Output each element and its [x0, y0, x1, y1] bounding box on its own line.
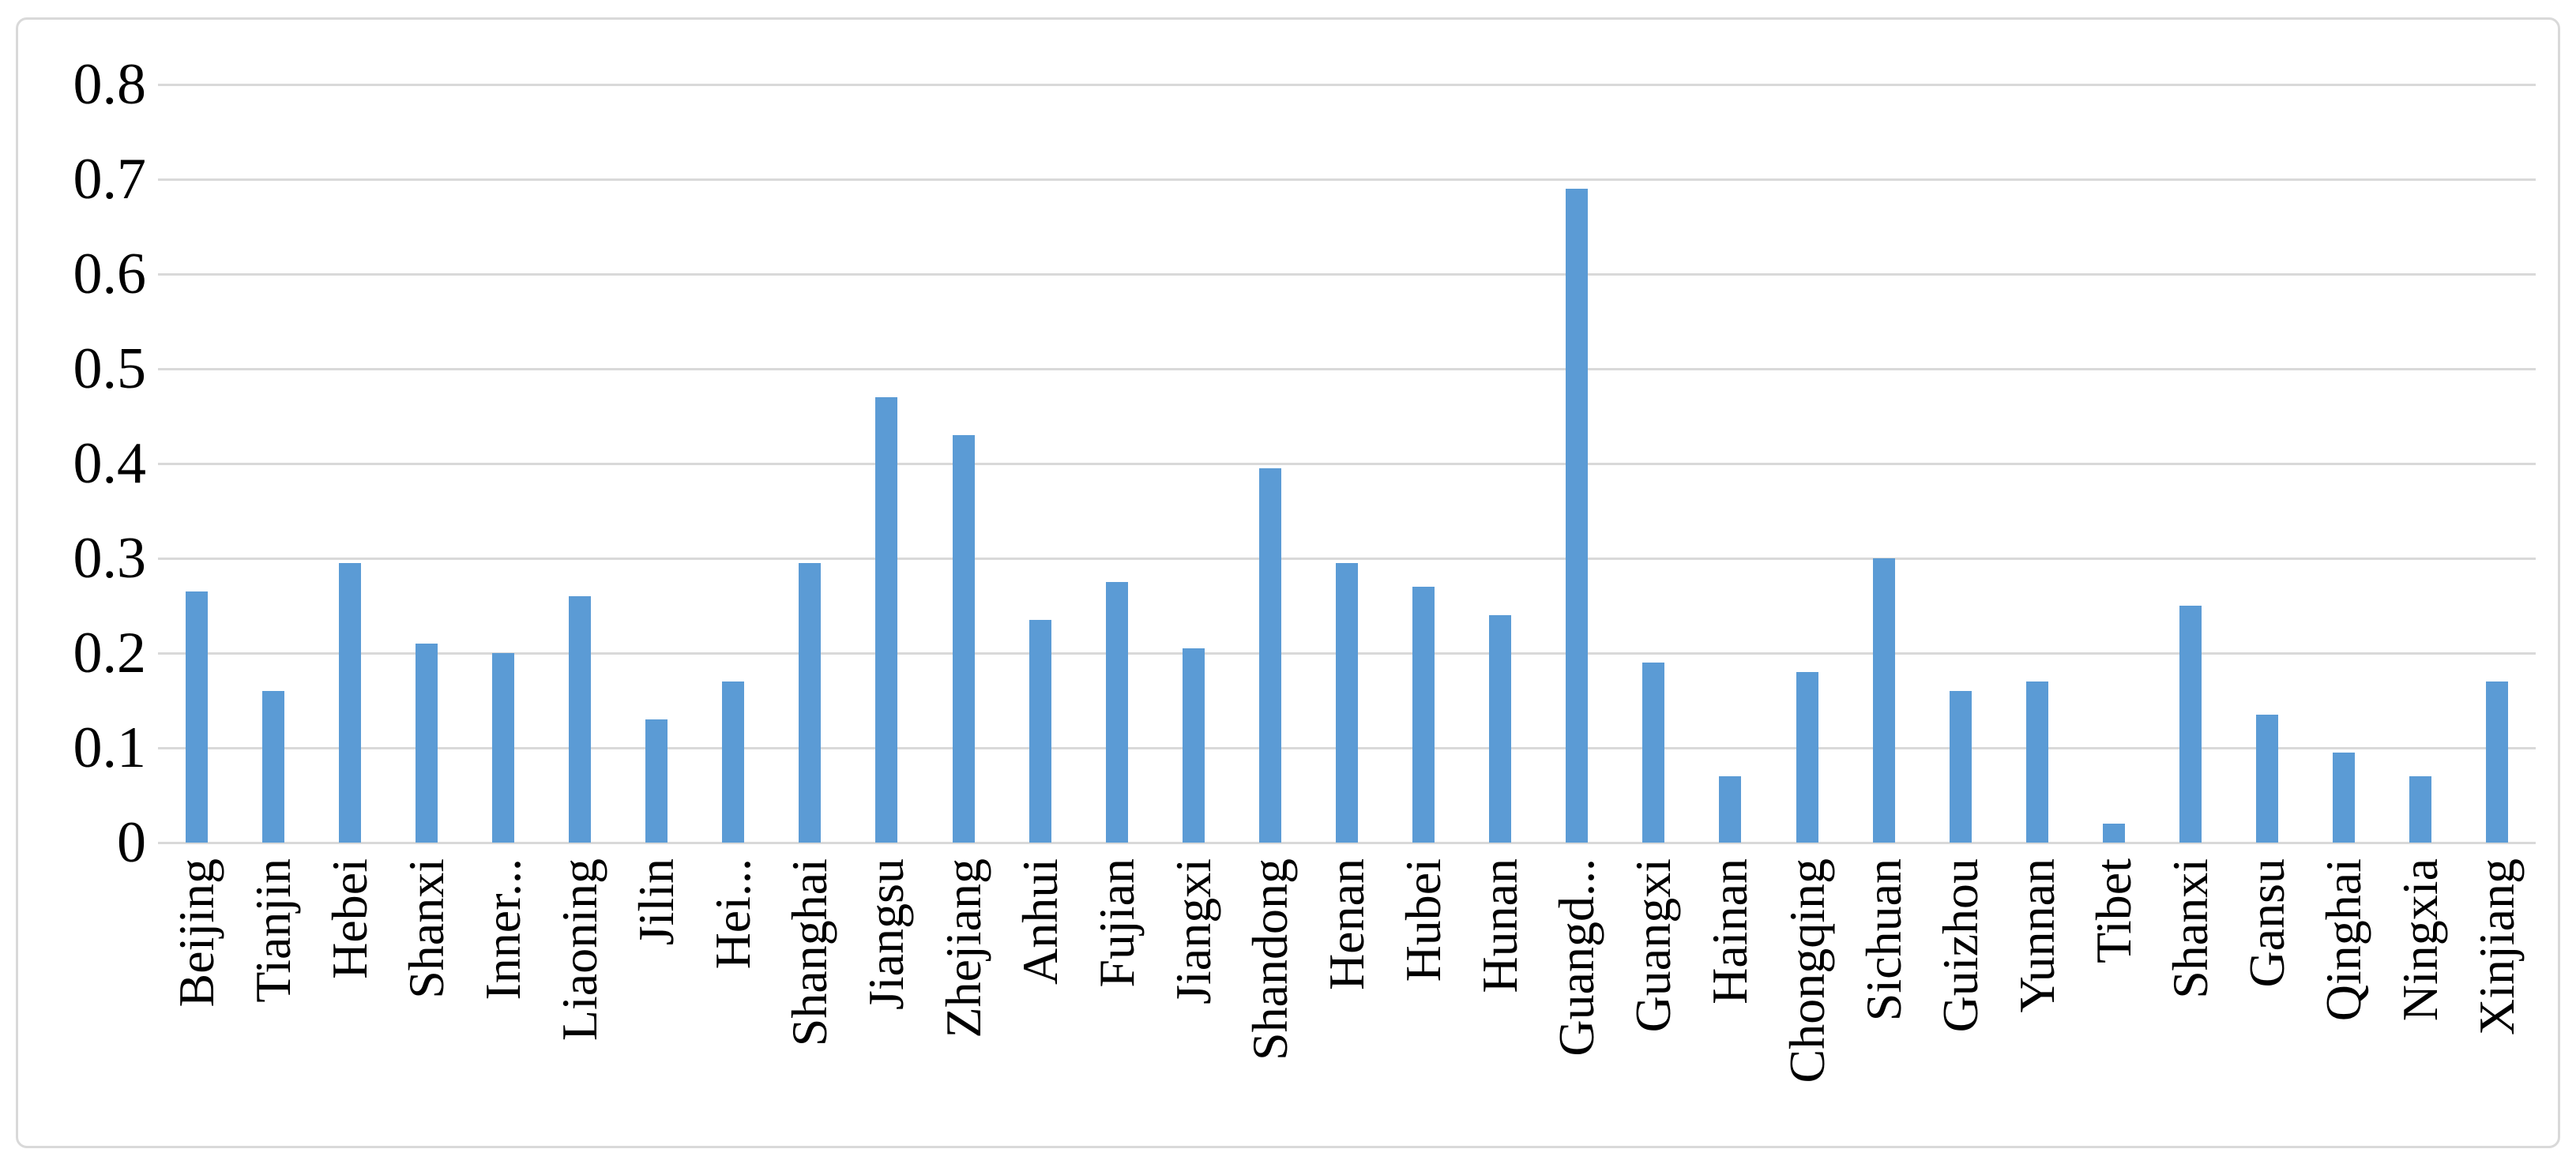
bar-hunan	[1489, 615, 1511, 843]
gridline	[158, 273, 2536, 276]
x-axis-label: Hebei	[322, 858, 378, 979]
y-tick-label: 0.2	[73, 621, 147, 685]
y-tick-label: 0.4	[73, 431, 147, 496]
bar-zhejiang	[953, 435, 975, 843]
gridline	[158, 463, 2536, 465]
bar-hebei	[339, 563, 361, 843]
gridline	[158, 558, 2536, 560]
x-axis-label: Hei...	[705, 858, 761, 970]
gridline	[158, 84, 2536, 86]
bar-shandong	[1259, 468, 1281, 843]
bar-liaoning	[569, 596, 591, 843]
bar-fujian	[1106, 582, 1128, 843]
gridline	[158, 842, 2536, 844]
x-axis-label: Chongqing	[1779, 858, 1835, 1083]
y-tick-label: 0.8	[73, 52, 147, 117]
y-tick-label: 0	[117, 810, 146, 875]
y-tick-label: 0.1	[73, 715, 147, 780]
x-axis-label: Xinjiang	[2469, 858, 2525, 1035]
x-axis-label: Jiangsu	[858, 858, 914, 1010]
y-tick-label: 0.7	[73, 147, 147, 212]
bar-jilin	[645, 719, 668, 843]
bar-ningxia	[2409, 776, 2431, 843]
bar-jiangxi	[1183, 648, 1205, 843]
gridline	[158, 178, 2536, 181]
x-axis-label: Hunan	[1472, 858, 1528, 993]
x-axis-label: Jiangxi	[1165, 858, 1221, 1004]
x-axis-label: Hainan	[1702, 858, 1758, 1004]
x-axis-label: Tibet	[2085, 858, 2142, 963]
bar-inner	[492, 653, 514, 843]
bar-xinjiang	[2486, 682, 2508, 843]
x-axis-label: Shanxi	[398, 858, 454, 999]
x-axis-label: Henan	[1318, 858, 1374, 991]
x-axis-label: Gansu	[2239, 858, 2295, 988]
bar-tibet	[2103, 824, 2125, 843]
bar-gansu	[2256, 715, 2278, 843]
x-axis-label: Liaoning	[551, 858, 607, 1042]
x-axis-label: Shandong	[1242, 858, 1298, 1061]
bar-shanxi	[2179, 606, 2202, 843]
bar-anhui	[1029, 620, 1051, 843]
bar-shanxi	[416, 644, 438, 843]
x-axis-label: Inner...	[475, 858, 531, 1001]
x-axis-label: Guangxi	[1625, 858, 1681, 1033]
x-axis-label: Ningxia	[2392, 858, 2448, 1022]
x-axis-label: Zhejiang	[935, 858, 991, 1038]
bar-hubei	[1412, 587, 1435, 843]
bar-jiangsu	[875, 397, 897, 843]
x-axis-label: Shanxi	[2162, 858, 2218, 999]
x-axis-label: Sichuan	[1856, 858, 1912, 1022]
bar-guizhou	[1950, 691, 1972, 843]
y-tick-label: 0.6	[73, 242, 147, 306]
bar-tianjin	[262, 691, 284, 843]
bar-yunnan	[2026, 682, 2048, 843]
bar-guangxi	[1642, 663, 1664, 843]
x-axis-label: Anhui	[1012, 858, 1068, 985]
x-axis-label: Qinghai	[2315, 858, 2371, 1022]
bar-hainan	[1719, 776, 1741, 843]
bar-henan	[1336, 563, 1358, 843]
x-axis-label: Beijing	[168, 858, 224, 1008]
bar-sichuan	[1873, 558, 1895, 843]
x-axis-label: Guangd...	[1548, 858, 1604, 1057]
x-axis-label: Guizhou	[1932, 858, 1988, 1033]
x-axis-label: Fujian	[1089, 858, 1145, 988]
y-tick-label: 0.3	[73, 526, 147, 591]
bar-guangd	[1566, 189, 1588, 843]
chart-frame	[16, 17, 2560, 1148]
x-axis-label: Yunnan	[2009, 858, 2065, 1013]
x-axis-label: Tianjin	[245, 858, 301, 1003]
x-axis-label: Jilin	[628, 858, 684, 946]
bar-shanghai	[799, 563, 821, 843]
bar-chongqing	[1796, 672, 1818, 843]
x-axis-label: Shanghai	[781, 858, 837, 1047]
x-axis-label: Hubei	[1395, 858, 1451, 982]
bar-hei	[722, 682, 744, 843]
bar-qinghai	[2333, 753, 2355, 843]
gridline	[158, 368, 2536, 370]
y-tick-label: 0.5	[73, 336, 147, 401]
bar-beijing	[186, 591, 208, 843]
